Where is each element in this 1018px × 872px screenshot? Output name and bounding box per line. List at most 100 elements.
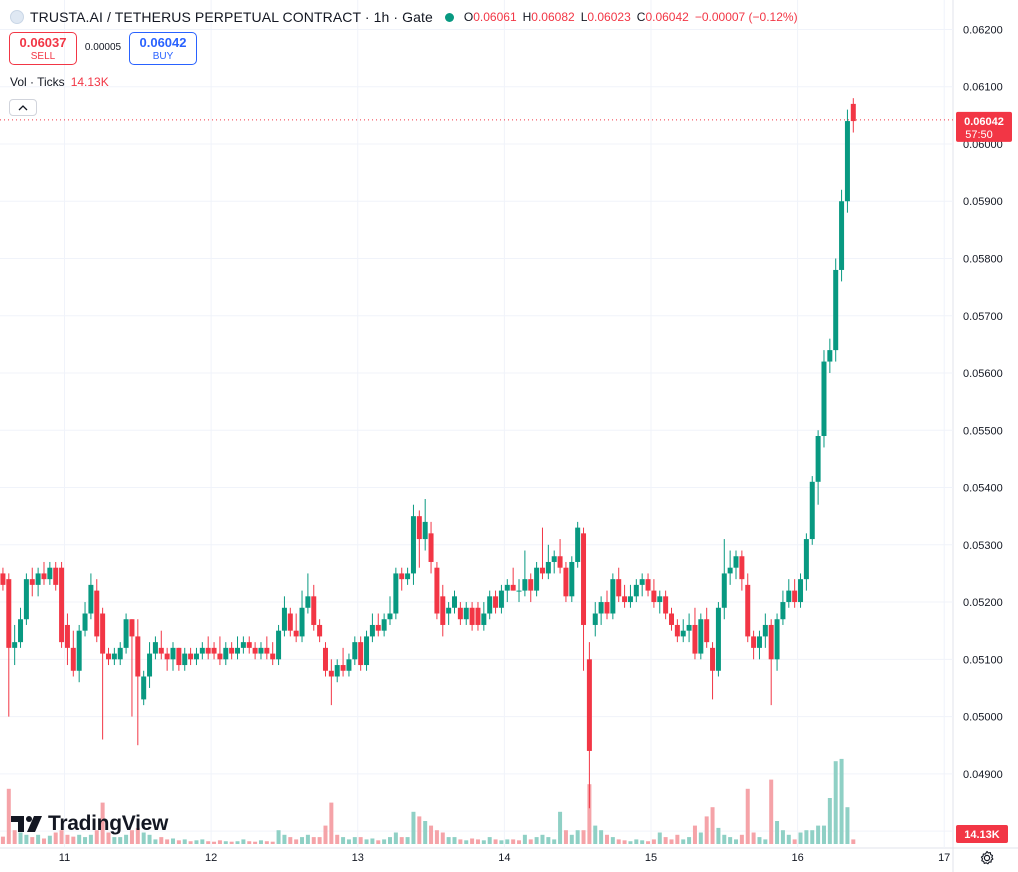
volume-bar <box>212 841 217 844</box>
volume-bar <box>499 840 504 844</box>
candle <box>522 550 528 597</box>
candle <box>610 573 616 620</box>
candle <box>668 607 674 631</box>
volume-bar <box>692 825 697 844</box>
candle <box>463 602 469 625</box>
symbol-title[interactable]: TRUSTA.AI / TETHERUS PERPETUAL CONTRACT … <box>30 9 433 25</box>
settings-gear-icon[interactable] <box>979 850 995 866</box>
time-tick-label: 17 <box>938 852 950 864</box>
candle <box>53 561 59 591</box>
candle <box>293 613 299 643</box>
candle <box>487 590 493 620</box>
candle-body <box>633 584 639 597</box>
candle <box>739 550 745 591</box>
candle <box>557 539 563 574</box>
candle-body <box>710 647 716 671</box>
price-axis[interactable]: 0.06200 0.06100 0.06000 0.05900 0.05800 0.057… <box>963 24 1003 838</box>
candle-body <box>745 584 751 637</box>
candle <box>29 567 35 597</box>
candle <box>147 642 153 688</box>
volume-bar <box>358 837 363 844</box>
candle-body <box>528 579 534 591</box>
time-tick-label: 13 <box>352 852 364 864</box>
volume-bar <box>165 839 170 844</box>
candle <box>756 630 762 660</box>
volume-bar <box>675 834 680 844</box>
candles <box>0 98 856 809</box>
candle-body <box>586 659 592 751</box>
tradingview-watermark[interactable]: TradingView <box>11 812 168 836</box>
time-tick-label: 14 <box>498 852 510 864</box>
sell-price: 0.06037 <box>19 35 67 50</box>
candle-body <box>410 516 416 574</box>
candle <box>727 550 733 585</box>
candle-body <box>680 630 686 637</box>
candle <box>76 624 82 683</box>
volume-bar <box>12 830 17 844</box>
price-tick-label: 0.05800 <box>963 253 1003 265</box>
collapse-legend-button[interactable] <box>9 99 37 116</box>
volume-bar <box>728 837 733 844</box>
candle-body <box>457 607 463 620</box>
candle-body <box>18 619 24 643</box>
candle-body <box>756 636 762 648</box>
candle <box>575 521 581 568</box>
candle <box>680 619 686 643</box>
candle <box>70 630 76 677</box>
candle <box>123 613 129 654</box>
candle <box>276 624 282 666</box>
candle <box>129 619 135 717</box>
candle <box>786 579 792 608</box>
volume-bar <box>757 837 762 844</box>
price-tick-label: 0.06200 <box>963 24 1003 36</box>
volume-bar <box>769 779 774 844</box>
volume-bar <box>651 839 656 844</box>
price-tick-label: 0.05100 <box>963 654 1003 666</box>
last-price-badge <box>956 111 1012 142</box>
volume-legend[interactable]: Vol · Ticks 14.13K <box>10 75 109 89</box>
time-axis[interactable]: 11 12 13 14 15 16 17 <box>59 852 951 864</box>
candle-body <box>364 636 370 666</box>
candle <box>399 567 405 591</box>
volume-bar <box>552 839 557 844</box>
candle-body <box>657 596 663 603</box>
candle-body <box>663 596 669 614</box>
candle <box>692 607 698 660</box>
candle-body <box>592 613 598 625</box>
sell-button[interactable]: 0.06037 SELL <box>9 32 77 65</box>
volume-bar <box>323 825 328 844</box>
candle <box>809 476 815 545</box>
volume-bar <box>481 840 486 844</box>
candle <box>246 636 252 654</box>
candle <box>12 624 18 666</box>
volume-bar <box>763 839 768 844</box>
candle <box>803 533 809 591</box>
volume-bar <box>575 830 580 844</box>
volume-bar <box>94 830 99 844</box>
volume-bar <box>387 837 392 844</box>
ohlc-change: −0.00007 (−0.12%) <box>694 10 798 24</box>
candle-body <box>147 653 153 677</box>
buy-button[interactable]: 0.06042 BUY <box>129 32 197 65</box>
volume-bar <box>370 838 375 844</box>
candle-body <box>704 619 710 643</box>
candle <box>663 590 669 620</box>
volume-bar <box>112 837 117 844</box>
candle-body <box>534 567 540 591</box>
candle-body <box>651 590 657 603</box>
candle <box>493 590 499 614</box>
volume-bar <box>739 834 744 844</box>
candle <box>674 619 680 643</box>
tradingview-logo-icon <box>11 816 42 832</box>
volume-bar <box>851 839 856 844</box>
volume-bar <box>153 839 158 844</box>
candle <box>281 596 287 637</box>
volume-bar <box>305 834 310 844</box>
candle <box>64 613 70 666</box>
volume-bar <box>71 836 76 844</box>
volume-last-label: 14.13K <box>956 825 1008 843</box>
candle <box>721 539 727 620</box>
volume-bar <box>804 830 809 844</box>
